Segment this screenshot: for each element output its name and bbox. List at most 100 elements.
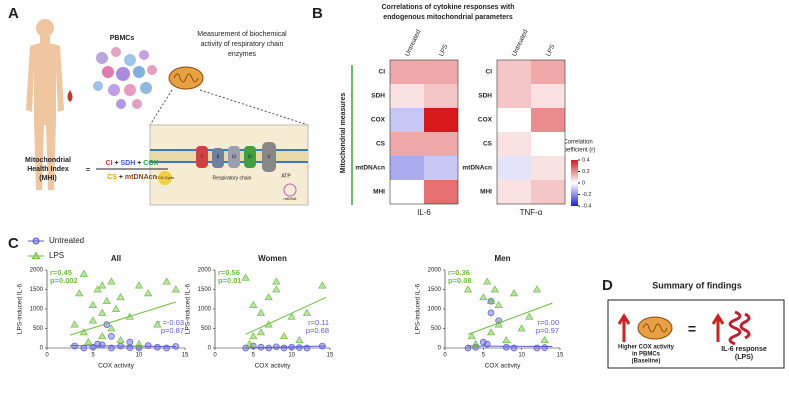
x-tick-label: 10 [518,353,525,359]
colorbar-tick-label: 0 [582,180,585,186]
zoom-lines [149,89,309,126]
y-tick-label: 1500 [198,287,212,293]
point [98,281,107,289]
measurement-text: enzymes [228,51,257,58]
point [517,324,526,332]
x-tick-label: 15 [557,353,564,359]
heatmap-cell [390,156,424,180]
y-axis-label: LPS-induced IL-6 [185,284,192,335]
x-tick-label: 15 [182,353,189,359]
point [93,285,102,293]
point [487,309,495,317]
inset-label: TCA Cycle [156,175,176,180]
heatmap-cell [497,180,531,204]
point [541,344,549,351]
point [486,297,496,305]
summary-left: in PBMCs [632,352,661,358]
point [98,341,106,349]
point [79,328,88,336]
formula-term: CS [107,174,117,181]
point [108,332,115,340]
heatmap-cell [497,156,531,180]
point [272,277,281,285]
inset-label: Respiratory chain [213,175,252,181]
x-tick-label: 5 [252,353,256,359]
heatmap-cell [531,108,565,132]
point [279,332,289,340]
point [108,344,115,352]
heatmap-cell [531,60,565,84]
panel-label: A [8,5,19,22]
point [463,285,473,293]
point [295,336,304,344]
point [303,344,311,352]
heatmap-cell [497,60,531,84]
point [532,285,542,293]
summary-left: Higher COX activity [618,345,675,351]
heatmap-cell [424,180,458,204]
formula-term: + [117,174,125,181]
y-axis-label: LPS-induced IL-6 [415,284,422,335]
x-tick-label: 0 [213,353,217,359]
heatmap-cell [531,180,565,204]
colorbar-title: Correlation [563,140,592,146]
fit-line [467,302,553,335]
stat-text: p=0.87 [161,326,184,335]
heatmap-cell [497,84,531,108]
row-label: MHI [480,189,492,196]
point [479,293,488,301]
point [102,297,111,305]
inset-label: mtDNA [284,196,297,201]
point [483,277,492,285]
y-tick-label: 1000 [30,307,44,313]
y-tick-label: 2000 [30,268,44,274]
point [162,277,171,285]
complex-label: II [217,154,220,160]
y-axis-label: Mitochondrial measures [340,93,347,174]
colorbar-tick-label: 0.4 [582,157,590,163]
point [249,300,258,308]
point [116,293,125,301]
heatmap-cell [424,84,458,108]
point [318,281,327,289]
point [502,343,510,351]
heatmap-cell [531,84,565,108]
formula-term: mtDNAcn [125,174,157,181]
legend-label: Untreated [49,236,84,245]
stat-text: p=0.01 [218,276,242,285]
y-axis-label: LPS-induced IL-6 [17,284,24,335]
cells [93,47,157,109]
summary-box [607,299,785,369]
point [245,339,254,347]
mitochondrion [168,66,204,90]
point [295,344,303,351]
heatmap-cell [531,156,565,180]
stat-text: p=0.002 [50,276,78,285]
point [241,273,250,281]
x-tick-label: 0 [443,353,447,359]
row-label: CI [379,69,386,76]
row-label: CS [376,141,386,148]
point [540,336,549,344]
point [80,344,88,352]
heatmap-cell [424,132,458,156]
heatmap-title: endogenous mitochondrial parameters [383,14,513,21]
formula-term: + [113,160,121,167]
stat-text: r=0.45 [50,268,72,277]
row-label: CI [486,69,493,76]
x-axis-label: TNF-α [520,208,543,217]
point [98,332,107,340]
point [153,320,162,328]
stat-text: r =-0.03 [158,318,184,327]
heatmap-cell [531,132,565,156]
point [479,338,487,346]
body-illustration [26,19,64,190]
panel-label: D [602,277,613,294]
panel-label: B [312,5,323,22]
point [302,308,312,316]
colorbar-title: coefficient (r) [561,148,596,154]
row-label: COX [371,117,386,124]
cells-label: PBMCs [110,35,135,42]
heatmap-cell [497,108,531,132]
y-tick-label: 0 [438,346,442,352]
